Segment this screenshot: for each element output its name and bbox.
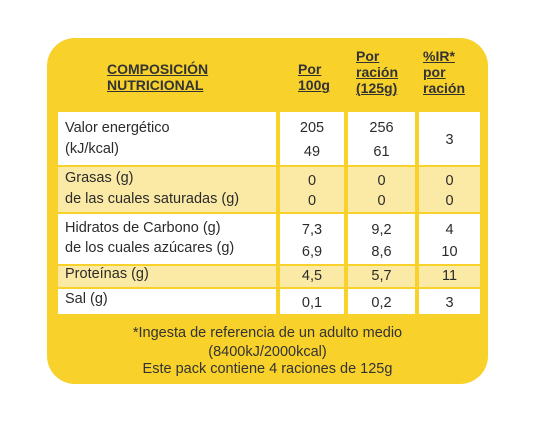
value-serving-2: 61 xyxy=(373,144,390,160)
value-serving: 5,7 xyxy=(371,268,392,284)
header-ir-line1: %IR* xyxy=(423,48,455,64)
cell-label: Proteínas (g) xyxy=(58,266,276,287)
cell-per100: 0,1 xyxy=(280,289,344,314)
header-per-100g-line2: 100g xyxy=(298,77,330,93)
row-label-line1: Valor energético xyxy=(65,120,170,136)
row-label-line2: (kJ/kcal) xyxy=(65,141,119,157)
cell-ir: 3 xyxy=(419,112,480,165)
value-per100-1: 7,3 xyxy=(301,222,323,238)
value-ir-1: 0 xyxy=(445,173,454,189)
value-serving: 0,2 xyxy=(371,295,392,311)
cell-per-serving: 0 0 xyxy=(348,167,415,212)
cell-per-serving: 5,7 xyxy=(348,266,415,287)
header-per-100g: Por 100g xyxy=(298,61,330,93)
table-row-energy: Valor energético (kJ/kcal) 205 49 256 61… xyxy=(58,112,480,165)
cell-label: Sal (g) xyxy=(58,289,276,314)
header-composition-line2: NUTRICIONAL xyxy=(107,77,204,93)
cell-per-serving: 0,2 xyxy=(348,289,415,314)
pack-servings-note: Este pack contiene 4 raciones de 125g xyxy=(142,361,393,377)
header-ir-line3: ración xyxy=(423,80,466,96)
header-ir: %IR* por ración xyxy=(423,48,465,96)
value-per100-2: 49 xyxy=(303,144,321,160)
header-per-serving-line2: ración xyxy=(356,64,399,80)
table-row-carbs: Hidratos de Carbono (g) de los cuales az… xyxy=(58,214,480,264)
cell-ir: 0 0 xyxy=(419,167,480,212)
cell-label: Valor energético (kJ/kcal) xyxy=(58,112,276,165)
value-serving-2: 0 xyxy=(377,193,386,209)
cell-per-serving: 9,2 8,6 xyxy=(348,214,415,264)
cell-ir: 3 xyxy=(419,289,480,314)
row-label: Proteínas (g) xyxy=(65,266,149,282)
table-row-fats: Grasas (g) de las cuales saturadas (g) 0… xyxy=(58,167,480,212)
cell-per-serving: 256 61 xyxy=(348,112,415,165)
cell-ir: 11 xyxy=(419,266,480,287)
row-label-line2: de los cuales azúcares (g) xyxy=(65,240,235,256)
header-per-100g-line1: Por xyxy=(298,61,322,77)
header-per-serving-line3: (125g) xyxy=(356,80,398,96)
row-label-line2: de las cuales saturadas (g) xyxy=(65,191,240,207)
value-per100-2: 6,9 xyxy=(301,244,323,260)
row-label-line1: Hidratos de Carbono (g) xyxy=(65,220,221,236)
cell-per100: 205 49 xyxy=(280,112,344,165)
cell-per100: 0 0 xyxy=(280,167,344,212)
header-composition-line1: COMPOSICIÓN xyxy=(107,61,209,77)
value-serving-1: 0 xyxy=(377,173,386,189)
table-row-proteins: Proteínas (g) 4,5 5,7 11 xyxy=(58,266,480,287)
value-ir-2: 10 xyxy=(441,244,458,260)
row-label: Sal (g) xyxy=(65,291,108,307)
cell-label: Hidratos de Carbono (g) de los cuales az… xyxy=(58,214,276,264)
value-ir: 3 xyxy=(445,132,454,148)
cell-per100: 4,5 xyxy=(280,266,344,287)
value-per100: 0,1 xyxy=(301,295,323,311)
table-row-salt: Sal (g) 0,1 0,2 3 xyxy=(58,289,480,314)
row-label-line1: Grasas (g) xyxy=(65,170,134,186)
header-ir-line2: por xyxy=(423,64,446,80)
value-per100-1: 0 xyxy=(307,173,317,189)
value-per100-1: 205 xyxy=(299,120,325,136)
value-per100: 4,5 xyxy=(301,268,323,284)
value-per100-2: 0 xyxy=(307,193,317,209)
header-per-serving: Por ración (125g) xyxy=(356,48,398,96)
value-serving-1: 256 xyxy=(369,120,394,136)
value-ir: 3 xyxy=(445,295,454,311)
cell-label: Grasas (g) de las cuales saturadas (g) xyxy=(58,167,276,212)
header-composition: COMPOSICIÓN NUTRICIONAL xyxy=(107,61,208,93)
cell-ir: 4 10 xyxy=(419,214,480,264)
header-per-serving-line1: Por xyxy=(356,48,380,64)
value-serving-1: 9,2 xyxy=(371,222,392,238)
cell-per100: 7,3 6,9 xyxy=(280,214,344,264)
value-ir-1: 4 xyxy=(445,222,454,238)
value-serving-2: 8,6 xyxy=(371,244,392,260)
value-ir: 11 xyxy=(441,268,458,284)
value-ir-2: 0 xyxy=(445,193,454,209)
footnote-reference-intake: *Ingesta de referencia de un adulto medi… xyxy=(132,325,403,341)
footnote-energy-reference: (8400kJ/2000kcal) xyxy=(208,344,327,360)
